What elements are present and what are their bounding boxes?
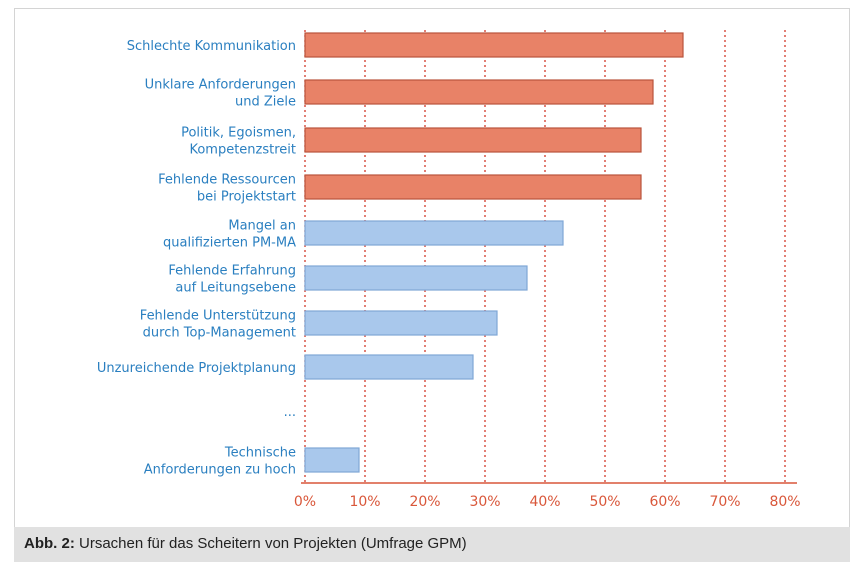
bar — [304, 220, 564, 246]
figure-caption: Abb. 2: Ursachen für das Scheitern von P… — [14, 527, 850, 562]
category-label: bei Projektstart — [197, 190, 296, 205]
bar — [304, 310, 498, 336]
caption-text: Ursachen für das Scheitern von Projekten… — [79, 535, 467, 552]
category-label: auf Leitungsebene — [175, 281, 296, 296]
category-label: Mangel an — [228, 219, 296, 234]
category-label: und Ziele — [235, 95, 296, 110]
category-label: Fehlende Ressourcen — [158, 173, 296, 188]
category-label: Technische — [224, 446, 296, 461]
category-label: Fehlende Unterstützung — [140, 309, 296, 324]
bar — [304, 174, 642, 200]
bar — [304, 32, 684, 58]
category-label: ... — [284, 405, 296, 420]
bar — [304, 354, 474, 380]
category-label: qualifizierten PM-MA — [163, 236, 296, 251]
bar — [304, 447, 360, 473]
bar — [304, 79, 654, 105]
x-tick-label: 50% — [589, 494, 620, 510]
caption-prefix: Abb. 2: — [24, 535, 75, 552]
category-label: Unzureichende Projektplanung — [97, 361, 296, 376]
x-tick-label: 70% — [709, 494, 740, 510]
category-label: Fehlende Erfahrung — [168, 264, 296, 279]
category-label: durch Top-Management — [143, 326, 296, 341]
category-label: Anforderungen zu hoch — [144, 463, 296, 478]
x-tick-label: 80% — [769, 494, 800, 510]
x-tick-label: 40% — [529, 494, 560, 510]
category-label: Politik, Egoismen, — [181, 126, 296, 141]
bar-chart: 0% 10% 20% 30% 40% 50% 60% 70% 80% Schlechte Komm… — [97, 30, 801, 510]
x-tick-label: 0% — [294, 494, 316, 510]
bar — [304, 265, 528, 291]
category-label: Kompetenzstreit — [189, 143, 296, 158]
category-label: Unklare Anforderungen — [145, 78, 296, 93]
x-tick-label: 20% — [409, 494, 440, 510]
x-tick-label: 30% — [469, 494, 500, 510]
category-label: Schlechte Kommunikation — [127, 39, 296, 54]
x-tick-label: 60% — [649, 494, 680, 510]
x-tick-label: 10% — [349, 494, 380, 510]
bar — [304, 127, 642, 153]
